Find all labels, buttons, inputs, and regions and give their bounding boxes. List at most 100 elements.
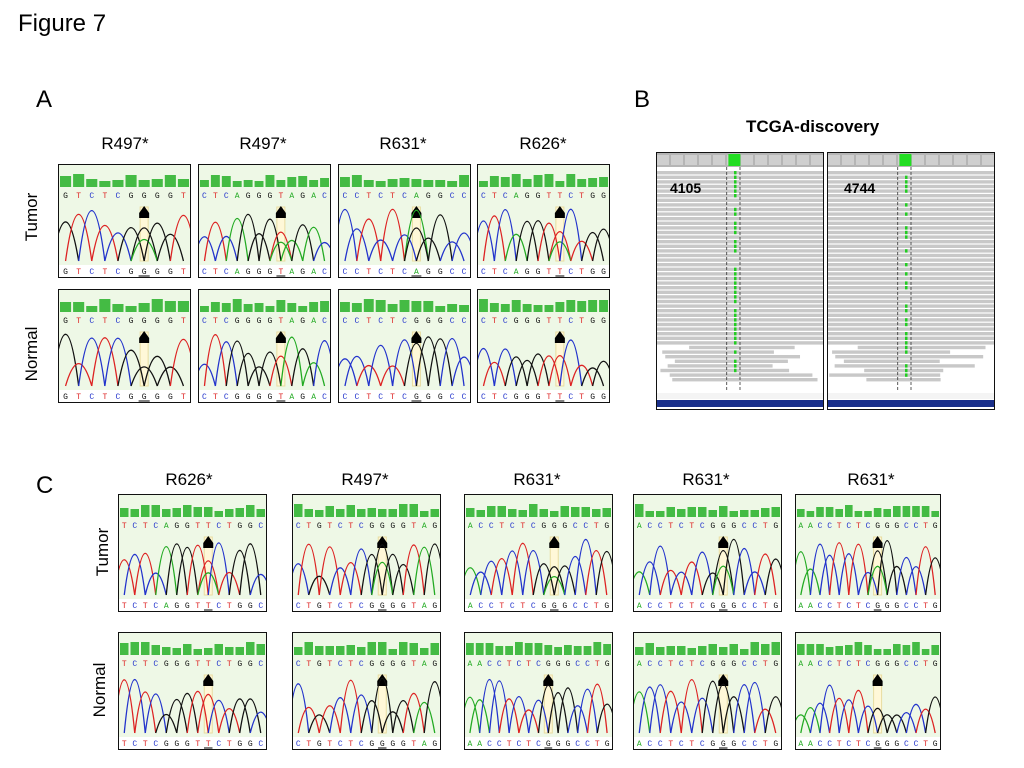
trace-peak xyxy=(130,239,158,262)
trace-peak xyxy=(581,231,605,262)
trace-peak xyxy=(857,705,879,734)
trace-peak xyxy=(350,548,373,596)
quality-bar xyxy=(164,301,176,312)
trace-peak xyxy=(515,360,539,387)
coverage-cell xyxy=(811,155,823,165)
base-call-top: C xyxy=(296,660,301,669)
trace-peak xyxy=(712,683,735,734)
quality-bar xyxy=(177,179,189,187)
quality-bar xyxy=(138,303,150,312)
coverage-cell xyxy=(912,155,924,165)
quality-bar xyxy=(931,645,939,655)
base-call-top: G xyxy=(401,522,406,531)
quality-bar xyxy=(346,505,355,517)
base-call-top: T xyxy=(390,192,395,201)
trace-peak xyxy=(380,209,406,262)
base-call-top: C xyxy=(866,522,871,531)
quality-bar xyxy=(603,644,611,655)
quality-bar xyxy=(346,645,355,655)
base-call-bottom: C xyxy=(89,393,94,402)
quality-bar xyxy=(577,301,587,312)
quality-bar xyxy=(243,180,253,187)
base-call-top: C xyxy=(904,660,909,669)
base-call-bottom: G xyxy=(525,268,530,277)
quality-bar xyxy=(265,175,275,187)
quality-bar xyxy=(99,299,111,312)
coverage-cell xyxy=(870,155,882,165)
trace-peak xyxy=(591,228,609,262)
base-call-top: T xyxy=(668,522,673,531)
base-call-top: T xyxy=(348,522,353,531)
trace-peak xyxy=(356,365,382,387)
base-call-bottom: G xyxy=(885,602,890,611)
trace-peak xyxy=(392,700,415,734)
quality-bar xyxy=(566,174,576,187)
base-call-top: C xyxy=(481,317,486,326)
quality-bar xyxy=(235,647,244,655)
quality-bar xyxy=(254,181,264,187)
quality-bar xyxy=(573,646,582,655)
aligned-read xyxy=(828,258,994,262)
aligned-read xyxy=(832,350,951,354)
quality-bar xyxy=(797,509,805,517)
trace-peak xyxy=(743,681,766,734)
quality-bar xyxy=(294,504,303,517)
base-call-top: T xyxy=(366,317,371,326)
quality-bar xyxy=(708,644,717,655)
read-mismatch xyxy=(734,322,737,327)
quality-bar xyxy=(912,506,920,517)
trace-peak xyxy=(104,232,132,262)
aligned-read xyxy=(828,299,994,304)
quality-bar xyxy=(214,644,223,655)
quality-bar xyxy=(172,508,181,517)
base-call-top: G xyxy=(432,522,437,531)
base-call-bottom: T xyxy=(689,602,694,611)
read-mismatch xyxy=(734,189,737,193)
quality-bar xyxy=(893,506,901,517)
aligned-read xyxy=(657,180,823,184)
base-call-top: C xyxy=(568,317,573,326)
quality-bar xyxy=(835,646,843,655)
base-call-bottom: C xyxy=(132,602,137,611)
trace-peak xyxy=(886,565,908,596)
coverage-cell xyxy=(769,155,781,165)
trace-peak xyxy=(313,241,330,262)
trace-peak xyxy=(924,557,940,596)
trace-peak xyxy=(368,239,394,262)
trace-peak xyxy=(403,342,429,387)
coverage-cell xyxy=(755,155,767,165)
quality-bar xyxy=(183,505,192,517)
trace-peak xyxy=(218,708,241,734)
base-call-bottom: G xyxy=(885,740,890,749)
aligned-read xyxy=(866,378,941,382)
base-call-top: C xyxy=(378,317,383,326)
base-call-top: G xyxy=(257,192,262,201)
base-call-top: T xyxy=(579,317,584,326)
quality-bar xyxy=(761,508,770,517)
read-mismatch xyxy=(734,244,737,248)
quality-bar xyxy=(511,174,521,187)
trace-peak xyxy=(78,210,106,262)
quality-bar xyxy=(518,510,527,517)
base-call-bottom: T xyxy=(143,602,148,611)
base-call-top: T xyxy=(689,522,694,531)
quality-bar xyxy=(357,647,366,655)
quality-bar xyxy=(635,647,644,655)
trace-peak xyxy=(339,679,362,734)
base-call-bottom: T xyxy=(102,268,107,277)
read-mismatch xyxy=(905,286,908,290)
base-call-bottom: C xyxy=(866,740,871,749)
base-call-bottom: G xyxy=(317,602,322,611)
trace-peak xyxy=(360,554,383,596)
base-call-bottom: C xyxy=(647,602,652,611)
base-call-top: A xyxy=(289,317,294,326)
base-call-bottom: G xyxy=(237,602,242,611)
trace-peak xyxy=(413,546,436,596)
trace-peak xyxy=(867,565,888,596)
base-call-top: C xyxy=(338,660,343,669)
quality-bar xyxy=(902,506,911,517)
read-mismatch xyxy=(905,212,908,216)
base-call-bottom: G xyxy=(164,740,169,749)
trace-peak xyxy=(522,549,545,596)
aligned-read xyxy=(834,364,975,368)
